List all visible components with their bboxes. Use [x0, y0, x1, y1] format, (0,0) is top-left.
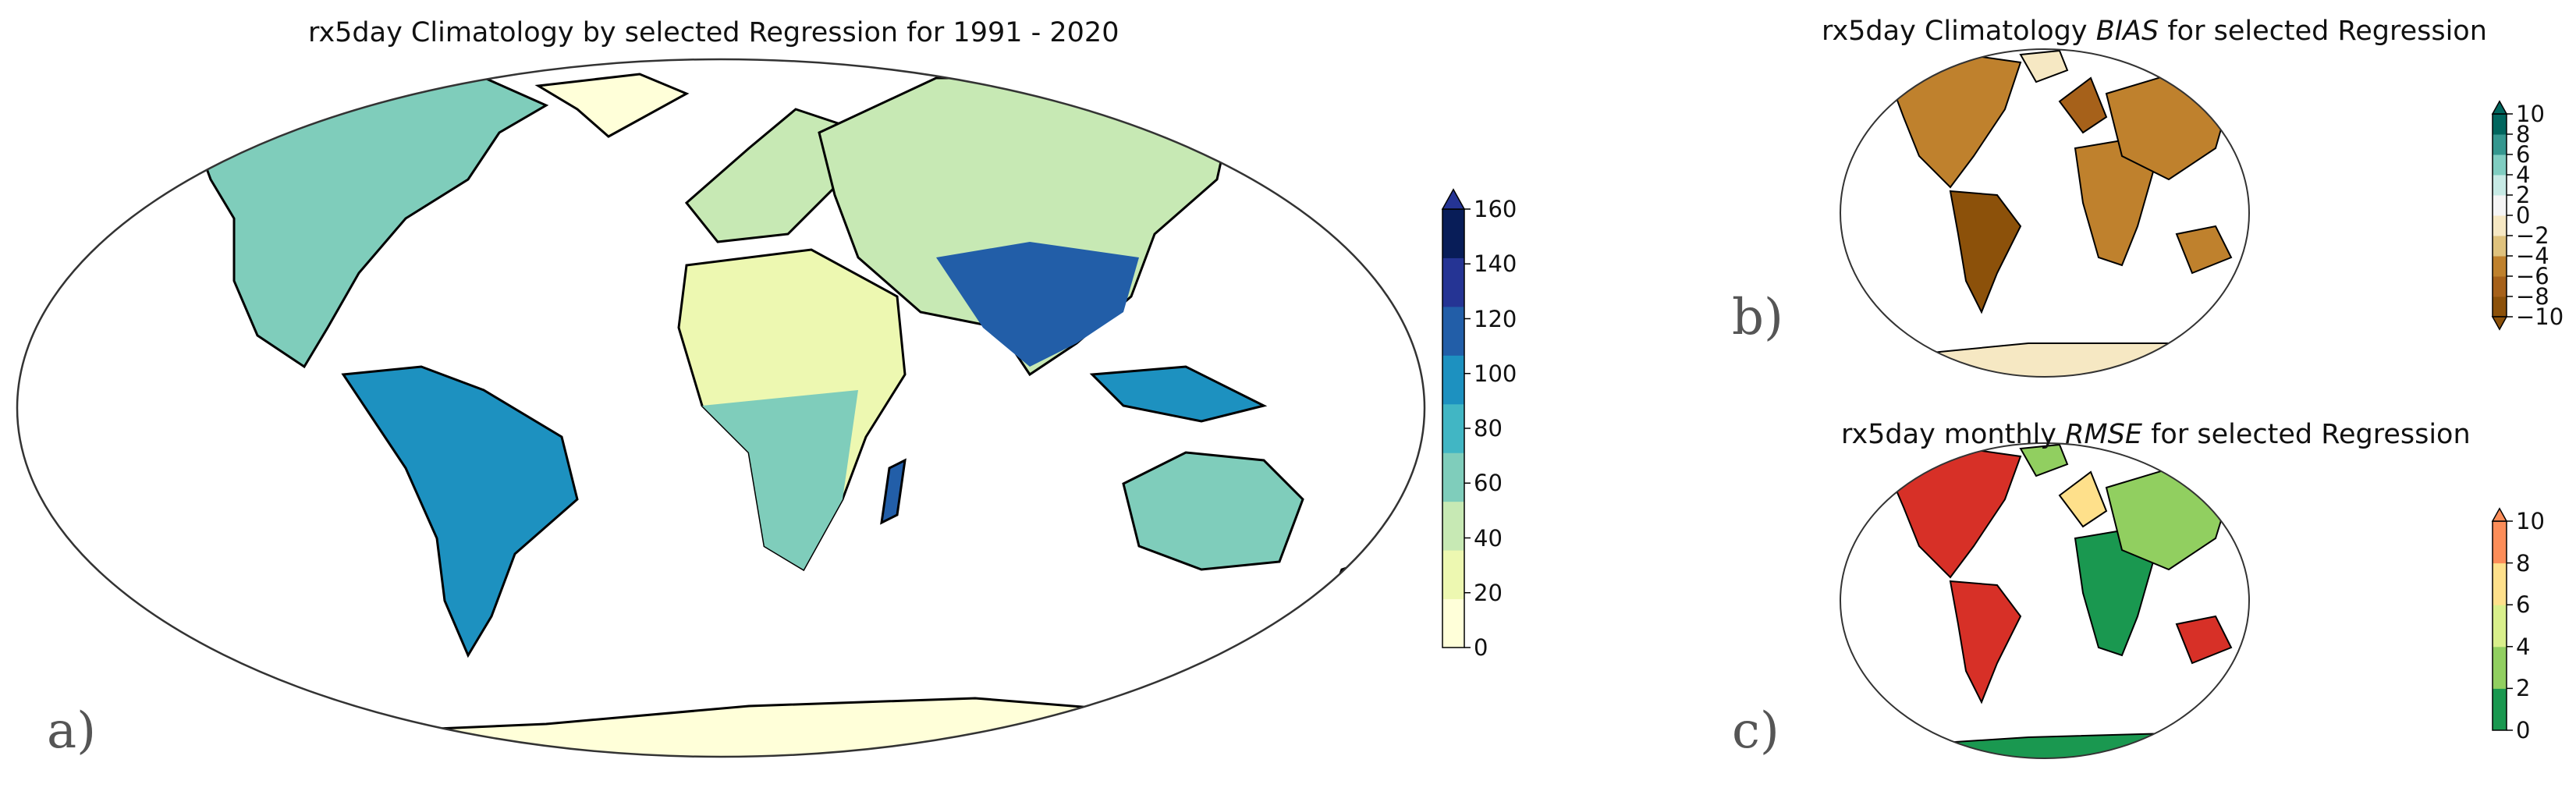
panel-a-map [16, 58, 1426, 758]
colorbar-tick-label: −8 [2516, 283, 2549, 310]
colorbar-tick-label: 20 [1474, 579, 1503, 606]
panel-c-map [1840, 442, 2250, 759]
colorbar-tick-label: 0 [2516, 202, 2531, 229]
colorbar-tick-label: 6 [2516, 141, 2531, 168]
greenland-shape [534, 73, 690, 138]
colorbar-tick-label: 8 [2516, 121, 2531, 147]
colorbar-tick-label: 120 [1474, 305, 1517, 332]
panel-b-title: rx5day Climatology BIAS for selected Reg… [1822, 16, 2487, 47]
madagascar-shape [880, 458, 907, 525]
colorbar-swatch [2493, 562, 2507, 605]
colorbar-swatch [1442, 452, 1464, 502]
colorbar-tick-label: 140 [1474, 250, 1517, 278]
panel-c-title: rx5day monthly RMSE for selected Regress… [1841, 419, 2471, 450]
colorbar-swatch [2493, 256, 2507, 277]
colorbar-tick-label: −10 [2516, 303, 2564, 330]
colorbar-swatch [2493, 605, 2507, 648]
colorbar-swatch [1442, 355, 1464, 405]
colorbar-extend-arrow-bottom [2491, 316, 2508, 331]
colorbar-extend-arrow-top [2491, 100, 2508, 115]
panel-a-colorbar [1441, 188, 1471, 648]
panel-c-label: c) [1732, 702, 1779, 760]
colorbar-tick-label: 60 [1474, 470, 1503, 497]
colorbar-swatch [2493, 195, 2507, 216]
colorbar-tick-label: 100 [1474, 360, 1517, 387]
colorbar-tick-label: 0 [2516, 717, 2531, 743]
colorbar-tick-label: 8 [2516, 549, 2531, 577]
colorbar-tick-label: −4 [2516, 243, 2549, 269]
colorbar-swatch [2493, 521, 2507, 564]
colorbar-extend-arrow-top [1441, 188, 1466, 210]
colorbar-extend-arrow-top [2491, 507, 2508, 522]
colorbar-swatch [2493, 215, 2507, 236]
panel-c-title-pre: rx5day monthly [1841, 419, 2066, 450]
colorbar-tick-label: 4 [2516, 161, 2531, 188]
colorbar-tick-label: −6 [2516, 263, 2549, 289]
colorbar-swatch [2493, 646, 2507, 689]
colorbar-swatch [2493, 175, 2507, 196]
panel-c-title-italic: RMSE [2065, 419, 2142, 450]
panel-b-title-italic: BIAS [2095, 16, 2159, 47]
colorbar-swatch [1442, 501, 1464, 551]
panel-b-title-pre: rx5day Climatology [1822, 16, 2096, 47]
colorbar-tick-label: 0 [1474, 634, 1488, 661]
colorbar-swatch [1442, 257, 1464, 307]
colorbar-swatch [1442, 209, 1464, 258]
colorbar-swatch [2493, 296, 2507, 318]
panel-b-colorbar [2491, 100, 2513, 331]
colorbar-swatch [2493, 236, 2507, 257]
colorbar-tick-label: 160 [1474, 196, 1517, 222]
south-america-shape [341, 365, 579, 658]
colorbar-tick-label: 6 [2516, 591, 2531, 619]
colorbar-swatch [2493, 134, 2507, 155]
colorbar-swatch [1442, 403, 1464, 453]
panel-c-title-post: for selected Regression [2141, 419, 2471, 450]
colorbar-swatch [2493, 276, 2507, 297]
colorbar-swatch [2493, 114, 2507, 135]
panel-c-colorbar [2491, 507, 2513, 731]
colorbar-tick-label: 10 [2516, 101, 2545, 127]
colorbar-tick-label: 4 [2516, 633, 2531, 660]
colorbar-tick-label: 2 [2516, 182, 2531, 208]
colorbar-swatch [1442, 306, 1464, 356]
colorbar-tick-label: 10 [2516, 508, 2545, 534]
colorbar-swatch [1442, 598, 1464, 648]
panel-b-title-post: for selected Regression [2159, 16, 2487, 47]
colorbar-swatch [1442, 550, 1464, 600]
panel-b-label: b) [1732, 289, 1783, 346]
australia-shape [1122, 451, 1304, 571]
colorbar-swatch [2493, 688, 2507, 731]
colorbar-tick-label: −2 [2516, 222, 2549, 249]
colorbar-swatch [2493, 154, 2507, 176]
colorbar-tick-label: 2 [2516, 675, 2531, 702]
colorbar-tick-label: 80 [1474, 415, 1503, 442]
colorbar-tick-label: 40 [1474, 524, 1503, 552]
indonesia-shape [1089, 365, 1268, 423]
panel-a-title: rx5day Climatology by selected Regressio… [308, 17, 1119, 48]
panel-b-map [1840, 48, 2250, 378]
panel-a-label: a) [47, 702, 97, 760]
